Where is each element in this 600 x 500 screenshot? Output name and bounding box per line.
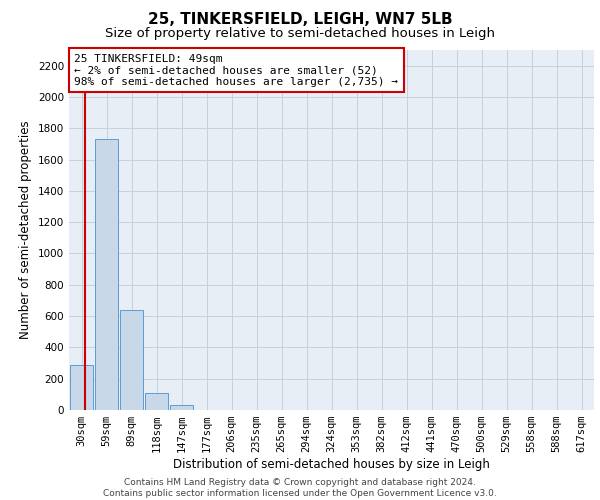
Bar <box>95 139 118 410</box>
Text: 25, TINKERSFIELD, LEIGH, WN7 5LB: 25, TINKERSFIELD, LEIGH, WN7 5LB <box>148 12 452 28</box>
X-axis label: Distribution of semi-detached houses by size in Leigh: Distribution of semi-detached houses by … <box>173 458 490 471</box>
Bar <box>145 393 168 410</box>
Text: Size of property relative to semi-detached houses in Leigh: Size of property relative to semi-detach… <box>105 28 495 40</box>
Bar <box>120 310 143 410</box>
Y-axis label: Number of semi-detached properties: Number of semi-detached properties <box>19 120 32 340</box>
Text: 25 TINKERSFIELD: 49sqm
← 2% of semi-detached houses are smaller (52)
98% of semi: 25 TINKERSFIELD: 49sqm ← 2% of semi-deta… <box>74 54 398 87</box>
Bar <box>70 364 93 410</box>
Text: Contains HM Land Registry data © Crown copyright and database right 2024.
Contai: Contains HM Land Registry data © Crown c… <box>103 478 497 498</box>
Bar <box>170 406 193 410</box>
